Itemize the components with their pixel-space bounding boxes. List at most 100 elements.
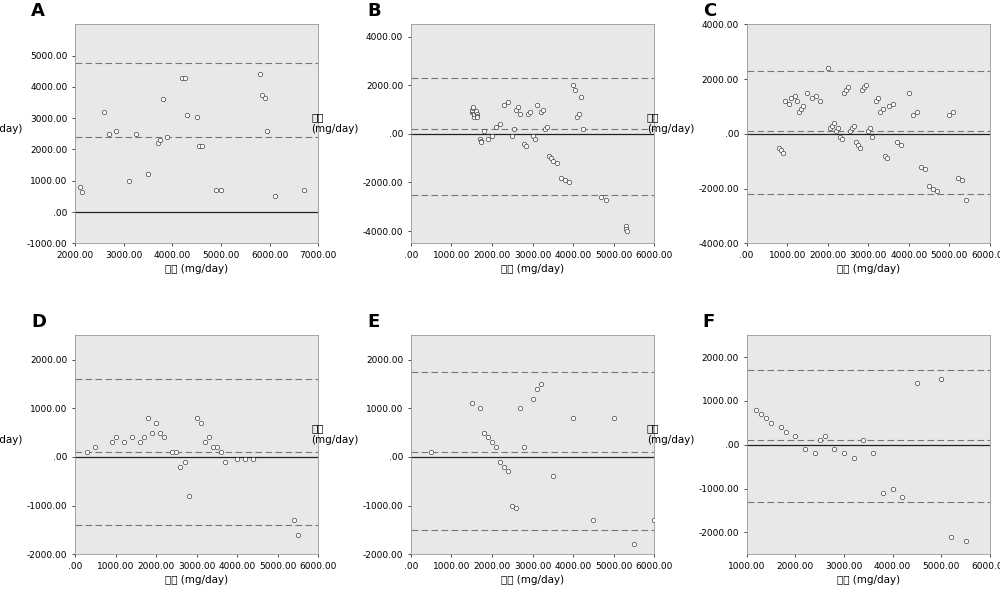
Point [812,435,828,445]
Point [464,107,480,117]
Point [545,471,561,481]
Point [512,110,528,119]
Point [804,93,820,103]
Point [168,447,184,457]
Point [473,138,489,147]
X-axis label: 均値 (mg/day): 均値 (mg/day) [165,264,228,274]
Y-axis label: 差値
(mg/day): 差値 (mg/day) [0,112,23,134]
Point [506,124,522,134]
Point [773,146,789,155]
Point [512,403,528,413]
Point [197,437,213,447]
Point [533,107,549,117]
Point [496,100,512,110]
Point [468,107,484,117]
Point [549,158,565,168]
Point [245,454,261,464]
Point [104,437,120,447]
Point [488,442,504,452]
Point [290,530,306,540]
Point [480,432,496,442]
Point [140,170,156,180]
Point [510,102,526,112]
Point [950,173,966,183]
Point [889,137,905,147]
Point [763,418,779,428]
Point [533,379,549,389]
Point [787,431,803,441]
Text: D: D [31,314,46,331]
Point [259,126,275,136]
Point [850,140,866,150]
Point [476,127,492,136]
Point [817,431,833,441]
Point [524,132,540,141]
Point [296,185,312,195]
Point [834,135,850,144]
Point [799,88,815,97]
X-axis label: 均値 (mg/day): 均値 (mg/day) [837,575,900,585]
Point [909,379,925,389]
Y-axis label: 差値
(mg/day): 差値 (mg/day) [311,112,359,134]
Point [945,107,961,117]
Point [150,138,166,148]
Point [758,414,774,423]
Point [116,437,132,447]
Point [598,195,614,205]
Point [193,418,209,428]
Point [807,449,823,459]
Point [775,148,791,158]
Point [152,428,168,437]
Point [189,413,205,423]
Point [469,111,485,121]
Point [856,82,872,92]
Point [840,82,856,92]
Point [191,141,207,151]
Point [860,126,876,136]
Point [875,104,891,114]
Point [791,107,807,117]
Point [496,462,512,471]
Point [606,413,622,423]
Point [875,488,891,498]
Point [205,442,221,452]
Point [822,124,838,133]
Point [565,80,581,90]
Point [472,134,488,144]
Y-axis label: 差値
(mg/day): 差値 (mg/day) [311,423,358,445]
Point [854,85,870,95]
Point [593,192,609,202]
Point [585,515,601,525]
Point [626,540,642,549]
Point [108,126,124,136]
Point [535,105,551,114]
Point [87,442,103,452]
Point [155,94,171,104]
Point [618,224,634,234]
Point [508,503,524,513]
Point [855,435,871,445]
Point [808,91,824,100]
Point [464,398,480,408]
Point [793,104,809,114]
Y-axis label: 差値
(mg/day): 差値 (mg/day) [647,112,694,134]
Point [469,112,485,122]
Point [905,110,921,119]
Point [933,374,949,384]
X-axis label: 均値 (mg/day): 均値 (mg/day) [501,264,564,274]
Point [846,453,862,463]
Point [124,432,140,442]
Point [516,442,532,452]
Point [132,437,148,447]
Y-axis label: 差値
(mg/day): 差値 (mg/day) [647,423,694,445]
Point [958,536,974,546]
Point [543,153,559,163]
Point [522,107,538,117]
Point [472,403,488,413]
Point [917,164,933,174]
Point [844,124,860,133]
Point [208,185,224,195]
Point [177,457,193,466]
Point [468,106,484,116]
Point [778,427,794,437]
